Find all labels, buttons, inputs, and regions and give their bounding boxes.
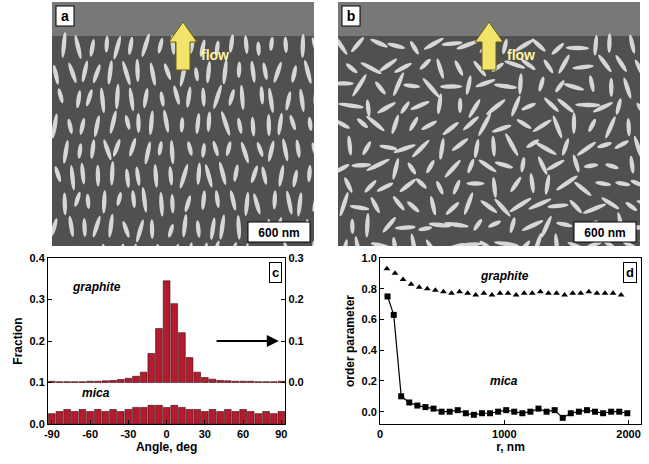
svg-text:order parameter: order parameter [343,295,357,387]
svg-text:0.0: 0.0 [30,418,45,430]
svg-text:0.0: 0.0 [362,406,377,418]
svg-text:0.8: 0.8 [362,283,377,295]
svg-text:0.2: 0.2 [30,335,45,347]
svg-text:60: 60 [237,428,249,440]
svg-text:Angle, deg: Angle, deg [136,440,197,454]
svg-text:r, nm: r, nm [496,440,525,454]
svg-text:flow: flow [201,47,229,63]
svg-text:graphite: graphite [72,280,121,294]
svg-text:-90: -90 [44,428,60,440]
svg-text:600 nm: 600 nm [584,226,625,240]
svg-text:mica: mica [490,374,518,388]
svg-text:graphite: graphite [480,269,529,283]
svg-text:0.2: 0.2 [288,293,303,305]
svg-text:1.0: 1.0 [362,252,377,264]
svg-text:d: d [626,265,634,280]
svg-text:c: c [272,265,279,280]
svg-text:flow: flow [507,47,535,63]
svg-text:30: 30 [199,428,211,440]
svg-text:0.6: 0.6 [362,313,377,325]
svg-text:0.0: 0.0 [288,376,303,388]
svg-text:0.2: 0.2 [362,375,377,387]
svg-text:0.3: 0.3 [30,293,45,305]
svg-text:0.3: 0.3 [288,252,303,264]
svg-text:1000: 1000 [492,428,516,440]
svg-text:0.4: 0.4 [30,252,46,264]
svg-text:90: 90 [275,428,287,440]
svg-text:a: a [61,8,69,24]
svg-text:0.1: 0.1 [288,335,303,347]
svg-text:0.4: 0.4 [362,344,378,356]
svg-text:Fraction: Fraction [11,317,25,364]
svg-text:0: 0 [377,428,383,440]
svg-text:-30: -30 [120,428,136,440]
svg-text:0: 0 [164,428,170,440]
svg-text:-60: -60 [82,428,98,440]
svg-text:0.1: 0.1 [30,376,45,388]
svg-text:2000: 2000 [616,428,640,440]
svg-text:b: b [347,8,356,24]
svg-text:600 nm: 600 nm [258,226,299,240]
svg-text:mica: mica [82,386,110,400]
